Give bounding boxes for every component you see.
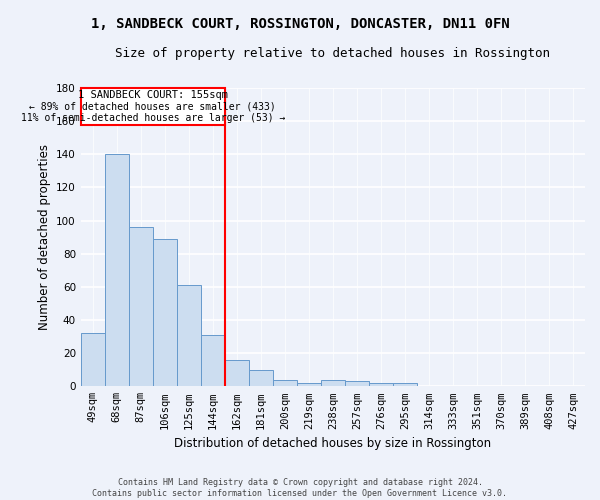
Bar [129, 227, 153, 386]
Y-axis label: Number of detached properties: Number of detached properties [38, 144, 50, 330]
Bar [225, 360, 249, 386]
Bar [297, 383, 321, 386]
X-axis label: Distribution of detached houses by size in Rossington: Distribution of detached houses by size … [175, 437, 491, 450]
Bar [201, 335, 225, 386]
Bar [393, 383, 417, 386]
Bar [177, 285, 201, 386]
Bar [105, 154, 129, 386]
Text: Contains HM Land Registry data © Crown copyright and database right 2024.
Contai: Contains HM Land Registry data © Crown c… [92, 478, 508, 498]
Bar [321, 380, 345, 386]
Bar [249, 370, 273, 386]
Text: 1 SANDBECK COURT: 155sqm: 1 SANDBECK COURT: 155sqm [78, 90, 228, 100]
Title: Size of property relative to detached houses in Rossington: Size of property relative to detached ho… [115, 48, 550, 60]
Bar [345, 382, 369, 386]
Text: 1, SANDBECK COURT, ROSSINGTON, DONCASTER, DN11 0FN: 1, SANDBECK COURT, ROSSINGTON, DONCASTER… [91, 18, 509, 32]
Bar [81, 334, 105, 386]
Bar [273, 380, 297, 386]
Text: ← 89% of detached houses are smaller (433): ← 89% of detached houses are smaller (43… [29, 102, 276, 112]
Bar [153, 239, 177, 386]
Bar [369, 383, 393, 386]
Text: 11% of semi-detached houses are larger (53) →: 11% of semi-detached houses are larger (… [20, 113, 285, 123]
Bar [81, 88, 225, 124]
